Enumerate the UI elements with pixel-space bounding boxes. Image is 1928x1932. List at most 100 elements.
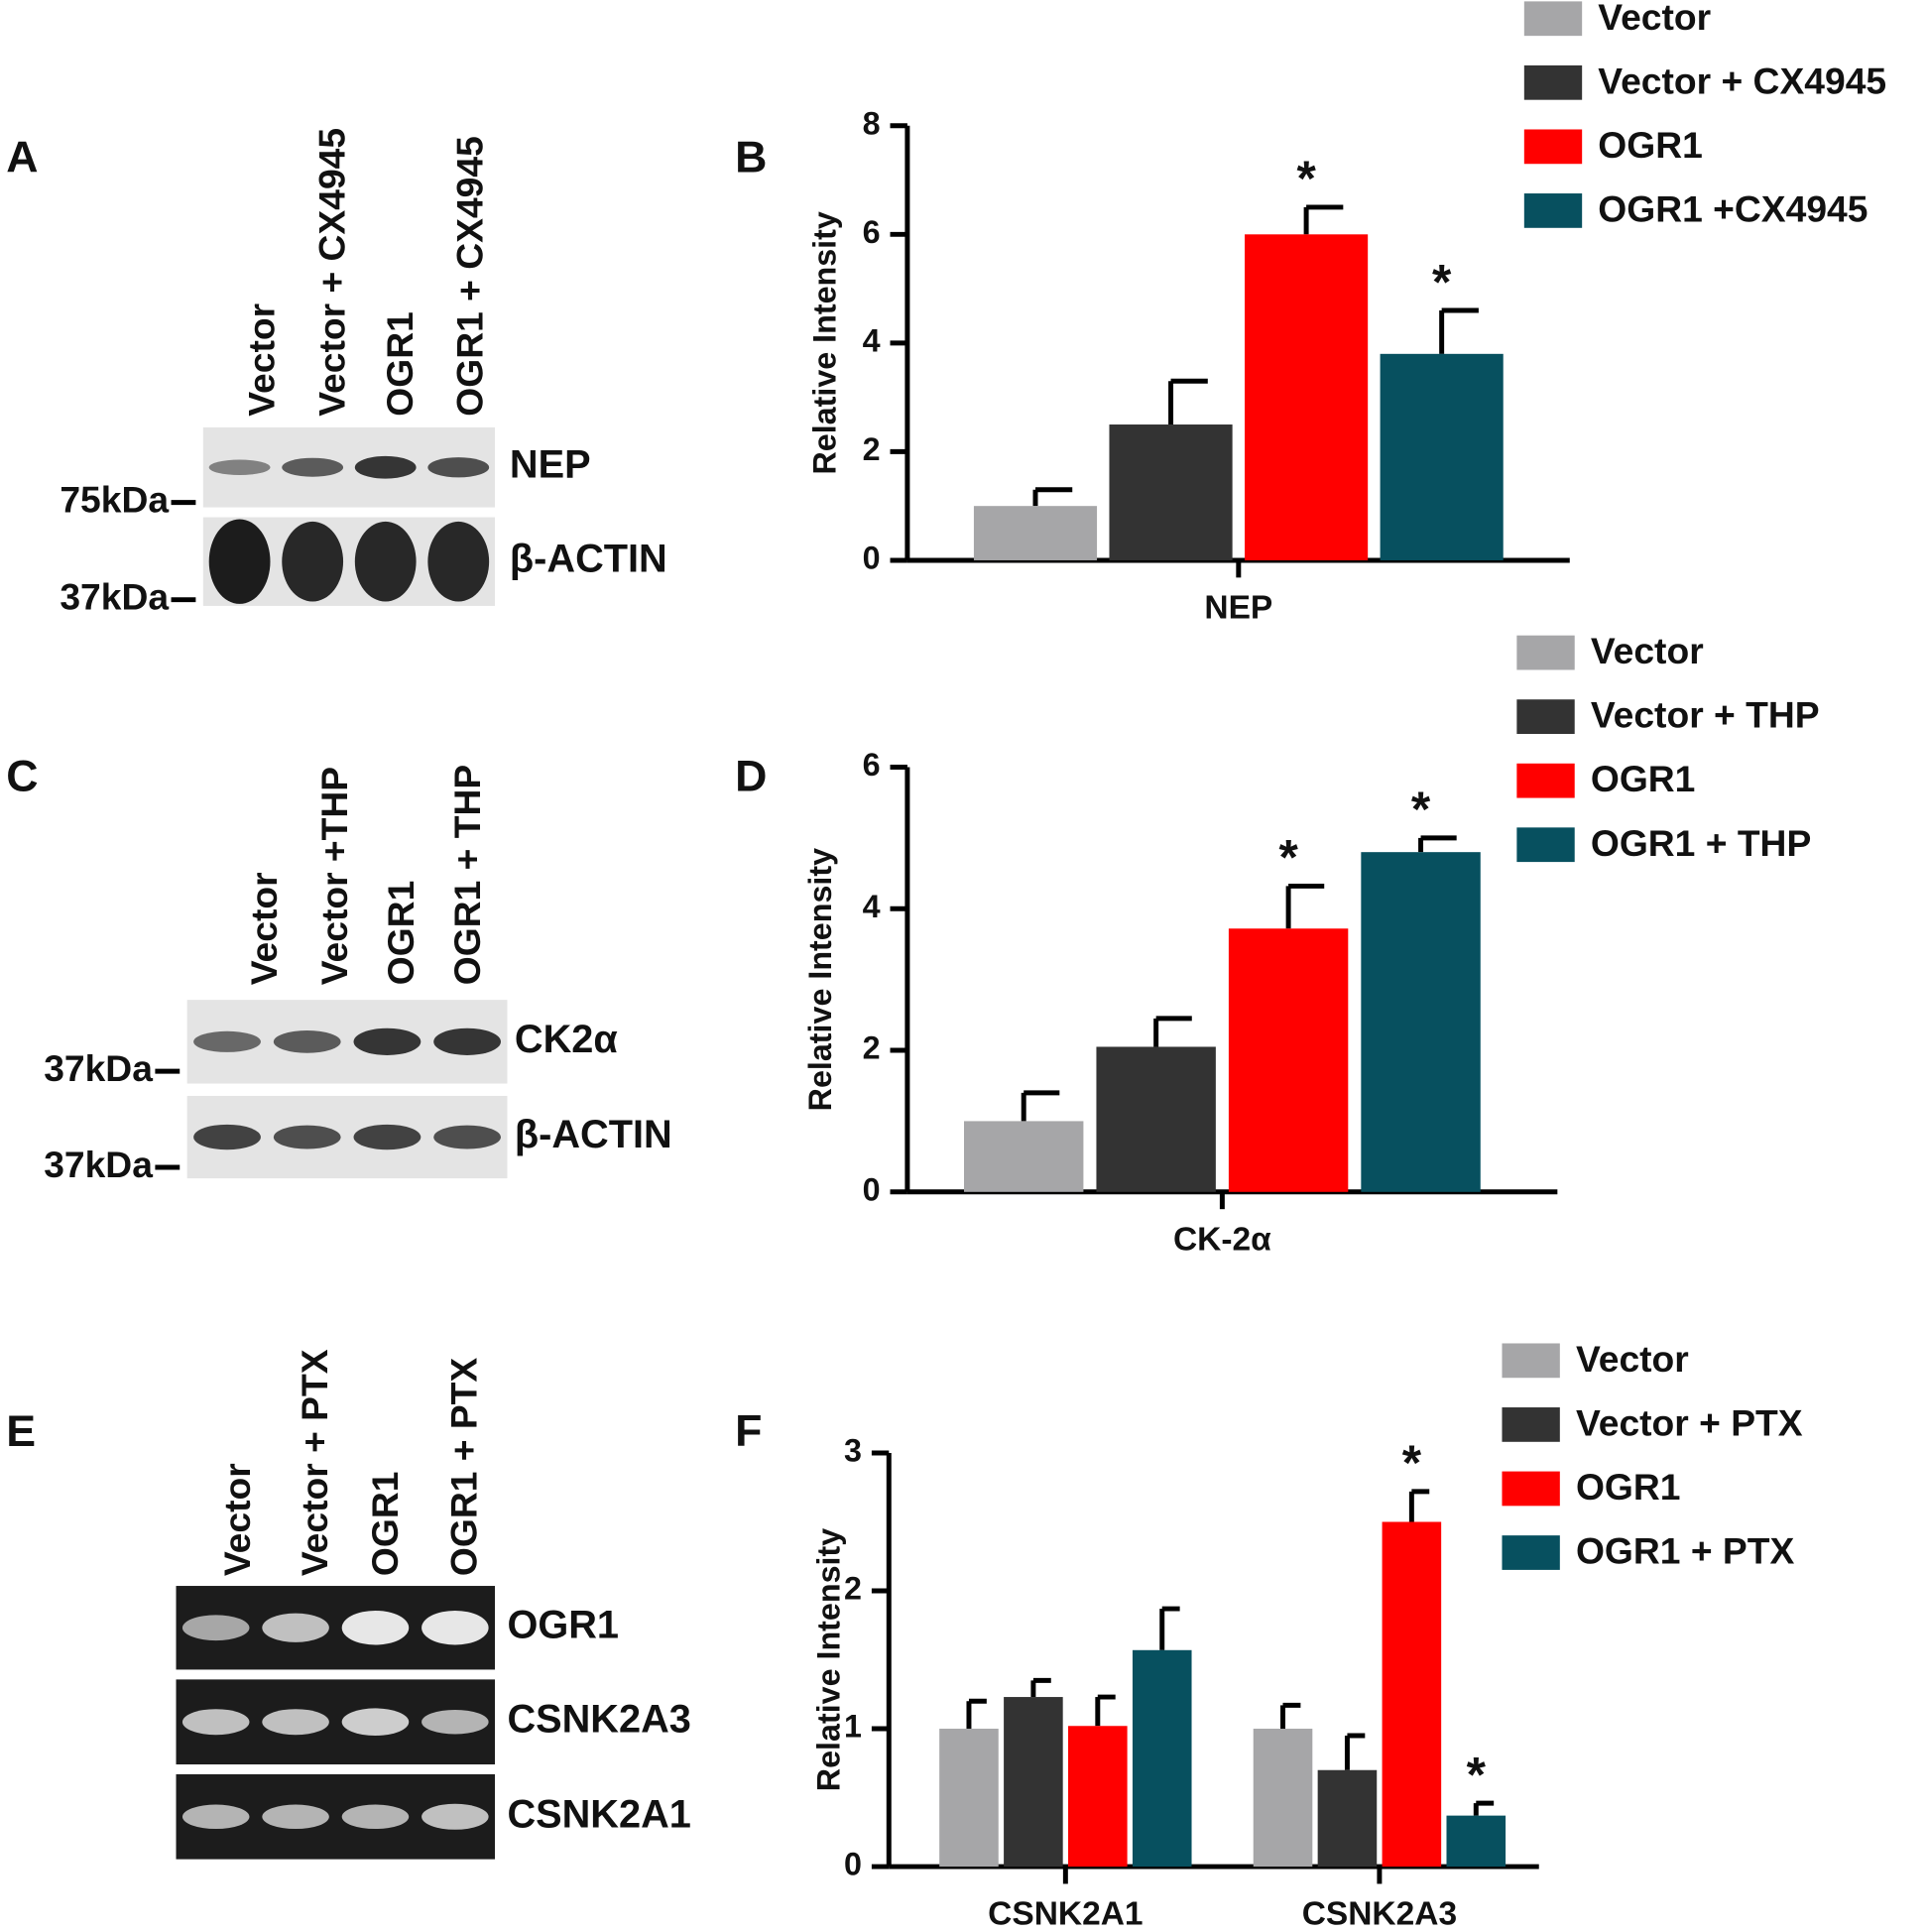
legend-swatch bbox=[1502, 1407, 1560, 1442]
x-tick-label: CSNK2A3 bbox=[1302, 1896, 1457, 1932]
lane-label: Vector bbox=[241, 303, 283, 417]
legend-label: Vector + CX4945 bbox=[1598, 60, 1886, 101]
panel-letter: A bbox=[6, 133, 38, 181]
legend-label: Vector bbox=[1591, 630, 1704, 671]
y-tick-label: 1 bbox=[844, 1709, 862, 1745]
blot-band bbox=[341, 1804, 410, 1830]
blot-band bbox=[181, 1709, 250, 1736]
panel-letter: D bbox=[735, 753, 767, 801]
y-tick-label: 2 bbox=[863, 1030, 881, 1066]
blot-band bbox=[422, 1709, 489, 1735]
x-tick-label: NEP bbox=[1204, 589, 1272, 626]
blot-band bbox=[422, 1803, 489, 1830]
size-marker: 37kDa bbox=[44, 1047, 153, 1089]
blot-band bbox=[208, 459, 271, 475]
y-tick-label: 0 bbox=[863, 540, 881, 575]
lane-label: Vector + PTX bbox=[294, 1349, 335, 1576]
blot-band bbox=[354, 521, 417, 602]
legend-swatch bbox=[1516, 699, 1575, 734]
y-tick-label: 0 bbox=[844, 1847, 862, 1882]
x-tick-label: CSNK2A1 bbox=[988, 1896, 1143, 1932]
lane-label: OGR1 + CX4945 bbox=[449, 136, 491, 417]
bar bbox=[1004, 1697, 1063, 1868]
blot-band bbox=[282, 457, 344, 477]
blot-band bbox=[433, 1125, 501, 1149]
lane-label: Vector bbox=[216, 1463, 258, 1576]
blot-band bbox=[353, 1027, 422, 1055]
row-label: CSNK2A3 bbox=[507, 1698, 690, 1742]
bar bbox=[964, 1121, 1084, 1192]
significance-mark: * bbox=[1432, 254, 1452, 309]
panel-letter: F bbox=[735, 1407, 762, 1456]
blot-band bbox=[354, 455, 417, 479]
row-label: CK2α bbox=[515, 1018, 618, 1061]
y-tick-label: 6 bbox=[863, 214, 881, 250]
legend-swatch bbox=[1523, 193, 1583, 228]
row-label: NEP bbox=[510, 443, 591, 487]
lane-label: OGR1 + PTX bbox=[442, 1358, 484, 1577]
blot-band bbox=[427, 521, 490, 602]
bar bbox=[1380, 353, 1504, 560]
panel-letter: B bbox=[735, 133, 767, 181]
bar bbox=[1068, 1726, 1128, 1868]
y-tick-label: 2 bbox=[844, 1571, 862, 1607]
bar bbox=[1109, 424, 1233, 560]
blot-band bbox=[282, 521, 344, 602]
significance-mark: * bbox=[1467, 1747, 1487, 1802]
significance-mark: * bbox=[1278, 830, 1298, 886]
legend-label: OGR1 + PTX bbox=[1576, 1530, 1795, 1572]
y-tick-label: 3 bbox=[844, 1432, 862, 1468]
legend-swatch bbox=[1502, 1343, 1560, 1379]
legend-swatch bbox=[1516, 827, 1575, 863]
lane-label: Vector +THP bbox=[313, 767, 355, 985]
blot-band bbox=[262, 1804, 329, 1830]
y-tick-label: 4 bbox=[863, 322, 881, 358]
bar bbox=[1382, 1521, 1442, 1868]
lane-label: OGR1 bbox=[380, 881, 422, 986]
y-axis-label: Relative Intensity bbox=[807, 211, 843, 474]
panel-letter: E bbox=[6, 1407, 36, 1456]
legend-label: Vector + PTX bbox=[1576, 1401, 1803, 1443]
blot-band bbox=[273, 1125, 341, 1149]
y-tick-label: 4 bbox=[863, 889, 881, 924]
blot-band bbox=[433, 1027, 501, 1055]
blot-band bbox=[262, 1613, 329, 1642]
bar bbox=[1446, 1815, 1506, 1868]
blot-band bbox=[181, 1615, 250, 1641]
legend-swatch bbox=[1502, 1535, 1560, 1570]
row-label: CSNK2A1 bbox=[507, 1792, 690, 1836]
y-axis-label: Relative Intensity bbox=[810, 1528, 846, 1791]
y-axis-label: Relative Intensity bbox=[802, 848, 838, 1111]
legend-label: Vector bbox=[1576, 1338, 1689, 1380]
lane-label: OGR1 + THP bbox=[446, 765, 488, 985]
size-marker: 37kDa bbox=[60, 576, 169, 618]
bar bbox=[939, 1729, 999, 1868]
bar bbox=[1253, 1729, 1313, 1868]
blot-band bbox=[262, 1709, 329, 1736]
blot-band bbox=[353, 1124, 422, 1150]
y-tick-label: 0 bbox=[863, 1171, 881, 1207]
panel-letter: C bbox=[6, 753, 38, 801]
significance-mark: * bbox=[1411, 782, 1431, 837]
significance-mark: * bbox=[1296, 151, 1316, 206]
legend-swatch bbox=[1516, 763, 1575, 798]
bar bbox=[1361, 852, 1481, 1192]
blot-band bbox=[273, 1029, 341, 1053]
y-tick-label: 2 bbox=[863, 431, 881, 467]
blot-band bbox=[341, 1708, 410, 1736]
legend-label: OGR1 bbox=[1576, 1466, 1681, 1508]
y-tick-label: 8 bbox=[863, 105, 881, 141]
legend-label: OGR1 +CX4945 bbox=[1598, 187, 1868, 229]
legend-swatch bbox=[1502, 1471, 1560, 1507]
blot-band bbox=[427, 457, 490, 478]
blot-band bbox=[208, 519, 271, 604]
significance-mark: * bbox=[1402, 1435, 1422, 1491]
bar bbox=[1132, 1649, 1192, 1868]
row-label: OGR1 bbox=[507, 1604, 619, 1647]
lane-label: Vector bbox=[243, 872, 285, 985]
legend-swatch bbox=[1516, 635, 1575, 670]
blot-band bbox=[181, 1804, 250, 1830]
lane-label: OGR1 bbox=[364, 1472, 406, 1577]
bar bbox=[1245, 234, 1369, 560]
